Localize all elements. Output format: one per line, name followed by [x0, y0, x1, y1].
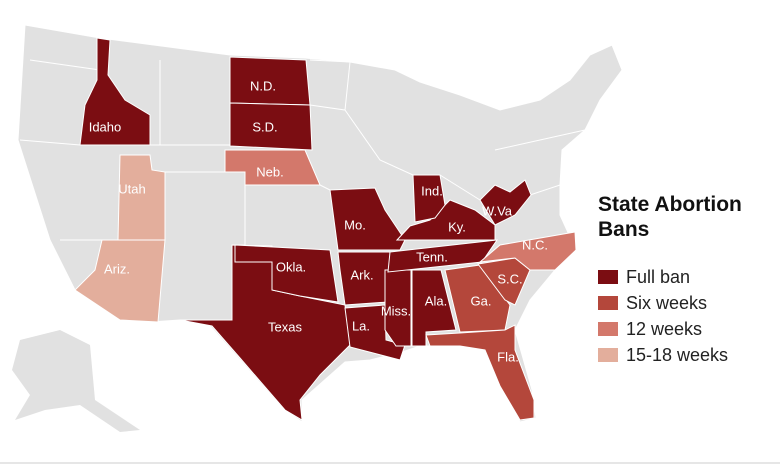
state-label: Ariz. [104, 261, 130, 276]
state [444, 264, 511, 333]
state-label: Okla. [276, 259, 306, 274]
state-label: Neb. [256, 164, 283, 179]
state [478, 231, 577, 271]
legend-label: Full ban [626, 266, 691, 287]
state [412, 174, 446, 223]
legend-rows: Full ban Six weeks 12 weeks 15-18 weeks [598, 264, 773, 368]
state-label: W.Va [482, 203, 513, 218]
state-label: Mo. [344, 217, 366, 232]
state-label: Ark. [350, 267, 373, 282]
state-label: Ky. [448, 219, 466, 234]
legend-item: Six weeks [598, 290, 773, 316]
legend: State Abortion Bans Full ban Six weeks 12 … [598, 192, 773, 368]
state-label: S.C. [497, 271, 522, 286]
legend-title: State Abortion Bans [598, 193, 742, 241]
alaska [12, 330, 140, 432]
state [337, 251, 396, 306]
state-label: Idaho [89, 119, 122, 134]
legend-swatch [598, 270, 618, 284]
state-label: N.D. [250, 78, 276, 93]
states: Idaho N.D. S.D. Neb. Utah Ariz. Texas Okla. Mo. A… [74, 37, 577, 421]
legend-swatch [598, 296, 618, 310]
state-label: Miss. [381, 303, 411, 318]
state-label: N.C. [522, 237, 548, 252]
legend-item: 12 weeks [598, 316, 773, 342]
state-label: S.D. [252, 119, 277, 134]
state [395, 199, 496, 241]
state-label: La. [352, 318, 370, 333]
legend-item: Full ban [598, 264, 773, 290]
state [411, 269, 457, 347]
state [224, 149, 321, 186]
legend-swatch [598, 348, 618, 362]
legend-item: 15-18 weeks [598, 342, 773, 368]
state-label: Texas [268, 319, 302, 334]
state-label: Ala. [425, 293, 447, 308]
state [229, 102, 313, 151]
state [79, 37, 151, 146]
state [74, 239, 166, 323]
legend-label: 12 weeks [626, 318, 703, 339]
state-label: Ga. [471, 293, 492, 308]
state-label: Ind. [421, 183, 443, 198]
legend-swatch [598, 322, 618, 336]
state-label: Tenn. [416, 249, 448, 264]
state-borders [19, 59, 586, 246]
legend-label: 15-18 weeks [626, 344, 729, 365]
state-label: Fla. [497, 349, 519, 364]
legend-label: Six weeks [626, 292, 708, 313]
state-label: Utah [118, 181, 145, 196]
state [234, 244, 339, 303]
state [425, 324, 535, 421]
state [479, 179, 532, 226]
